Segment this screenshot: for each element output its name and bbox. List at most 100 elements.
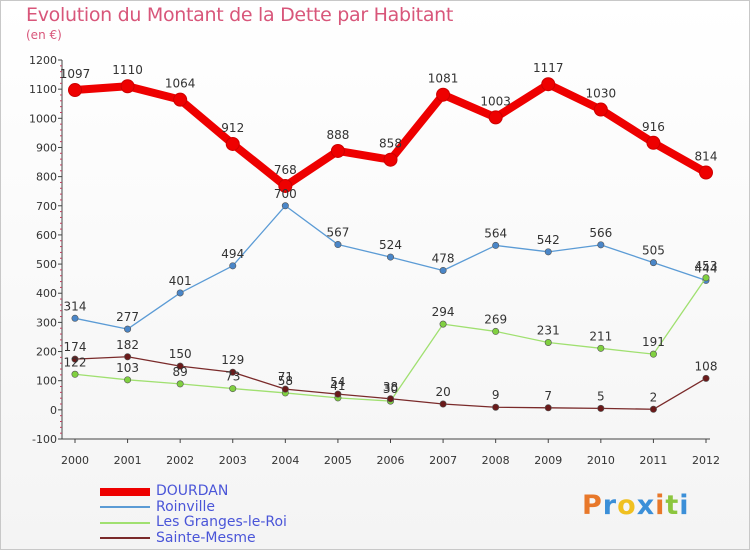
y-tick-label: 0 <box>50 404 57 417</box>
data-point <box>597 241 605 249</box>
data-point <box>225 136 240 151</box>
data-point <box>593 102 608 117</box>
data-point <box>120 79 135 94</box>
logo-letter: i <box>655 490 666 521</box>
data-label: 71 <box>278 370 293 384</box>
data-label: 1003 <box>480 94 511 108</box>
y-tick-label: 400 <box>36 287 57 300</box>
data-label: 73 <box>225 370 240 384</box>
logo-letter: x <box>636 490 656 521</box>
data-point <box>281 202 289 210</box>
data-label: 453 <box>695 259 718 273</box>
data-point <box>386 395 394 403</box>
data-label: 58 <box>278 374 293 388</box>
data-label: 2 <box>650 390 658 404</box>
data-label: 20 <box>435 385 450 399</box>
data-label: 7 <box>544 389 552 403</box>
y-tick-label: 100 <box>36 375 57 388</box>
data-label: 211 <box>589 329 612 343</box>
data-point <box>702 374 710 382</box>
data-point <box>386 253 394 261</box>
data-point <box>334 241 342 249</box>
data-label: 38 <box>383 380 398 394</box>
data-point <box>544 404 552 412</box>
y-tick-label: -100 <box>32 433 57 446</box>
y-tick-label: 1100 <box>29 83 57 96</box>
data-label: 524 <box>379 238 402 252</box>
data-point <box>646 135 661 150</box>
x-tick-label: 2010 <box>587 454 615 467</box>
data-point <box>383 152 398 167</box>
data-point <box>176 362 184 370</box>
data-point <box>439 266 447 274</box>
data-label: 174 <box>64 340 87 354</box>
data-point <box>71 370 79 378</box>
data-point <box>124 353 132 361</box>
data-point <box>492 327 500 335</box>
data-label: 912 <box>221 121 244 135</box>
data-point <box>649 259 657 267</box>
data-label: 182 <box>116 338 139 352</box>
legend-label: Sainte-Mesme <box>156 529 256 546</box>
data-point <box>541 77 556 92</box>
data-label: 269 <box>484 312 507 326</box>
data-point <box>229 385 237 393</box>
data-label: 401 <box>169 274 192 288</box>
proxiti-logo: Proxiti <box>582 490 690 521</box>
data-point <box>439 400 447 408</box>
data-point <box>544 339 552 347</box>
data-point <box>176 289 184 297</box>
series-line <box>74 205 707 330</box>
data-point <box>281 385 289 393</box>
data-point <box>492 403 500 411</box>
data-point <box>334 390 342 398</box>
data-label: 768 <box>274 163 297 177</box>
x-tick-label: 2009 <box>534 454 562 467</box>
x-tick-label: 2000 <box>61 454 89 467</box>
logo-letter: i <box>679 490 690 521</box>
x-tick-label: 2002 <box>166 454 194 467</box>
y-tick-label: 600 <box>36 229 57 242</box>
data-point <box>124 376 132 384</box>
legend-label: DOURDAN <box>156 483 229 500</box>
data-point <box>229 368 237 376</box>
data-point <box>71 314 79 322</box>
data-label: 9 <box>492 388 500 402</box>
legend-item: Roinville <box>100 499 287 516</box>
data-label: 314 <box>64 299 87 313</box>
data-point <box>649 405 657 413</box>
data-point <box>330 143 345 158</box>
data-label: 277 <box>116 310 139 324</box>
data-point <box>649 350 657 358</box>
data-label: 54 <box>330 375 345 389</box>
data-label: 858 <box>379 137 402 151</box>
data-label: 5 <box>597 389 605 403</box>
x-tick-label: 2003 <box>219 454 247 467</box>
data-point <box>68 83 82 98</box>
data-label: 103 <box>116 361 139 375</box>
data-point <box>702 274 710 282</box>
data-label: 30 <box>383 382 398 396</box>
data-label: 505 <box>642 244 665 258</box>
data-point <box>176 380 184 388</box>
y-tick-label: 800 <box>36 171 57 184</box>
logo-letter: t <box>665 490 680 521</box>
data-label: 700 <box>274 187 297 201</box>
y-tick-label: 900 <box>36 141 57 154</box>
logo-letter: o <box>617 490 637 521</box>
data-point <box>492 241 500 249</box>
data-label: 1097 <box>60 67 91 81</box>
data-label: 122 <box>64 355 87 369</box>
x-tick-label: 2004 <box>271 454 299 467</box>
data-label: 1117 <box>533 61 564 75</box>
x-tick-label: 2008 <box>482 454 510 467</box>
chart-title: Evolution du Montant de la Dette par Hab… <box>26 4 454 26</box>
x-tick-label: 2012 <box>692 454 720 467</box>
data-point <box>439 320 447 328</box>
data-label: 478 <box>432 251 455 265</box>
x-tick-label: 2007 <box>429 454 457 467</box>
data-label: 191 <box>642 335 665 349</box>
y-tick-label: 500 <box>36 258 57 271</box>
x-tick-label: 2001 <box>114 454 142 467</box>
